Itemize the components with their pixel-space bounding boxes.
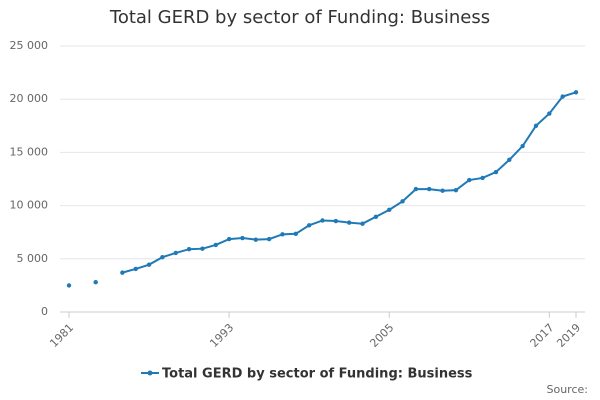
data-point xyxy=(93,280,98,285)
source: Source: xyxy=(547,383,589,396)
data-point xyxy=(293,231,299,236)
y-tick-label: 20 000 xyxy=(10,92,49,105)
data-point xyxy=(467,177,472,183)
x-tick-label: 1981 xyxy=(47,321,76,350)
data-point xyxy=(173,250,178,256)
data-point xyxy=(186,247,192,252)
y-tick-label: 5 000 xyxy=(17,252,49,265)
legend-dot xyxy=(147,370,153,376)
data-point xyxy=(306,223,312,228)
data-point xyxy=(520,143,525,149)
data-point xyxy=(560,94,565,99)
data-point xyxy=(480,175,485,181)
data-point xyxy=(213,242,218,248)
data-point xyxy=(573,90,579,95)
data-point xyxy=(440,188,445,193)
data-point xyxy=(346,220,352,225)
data-point xyxy=(493,169,499,175)
data-point xyxy=(533,123,539,128)
x-tick-label: 1993 xyxy=(207,321,236,350)
y-tick-label: 25 000 xyxy=(10,39,49,52)
data-point xyxy=(373,214,379,219)
y-tick-label: 15 000 xyxy=(10,145,49,158)
data-point xyxy=(400,199,405,204)
legend-label: Total GERD by sector of Funding: Busines… xyxy=(162,367,473,382)
data-point xyxy=(160,255,165,260)
data-point xyxy=(427,186,432,192)
data-point xyxy=(453,187,459,193)
data-point xyxy=(547,111,552,116)
data-point xyxy=(240,235,245,241)
x-tick-label: 2017 xyxy=(528,321,557,350)
data-point xyxy=(360,221,365,226)
chart-title: Total GERD by sector of Funding: Busines… xyxy=(109,7,490,28)
data-point xyxy=(146,262,152,267)
data-point xyxy=(133,266,138,272)
y-tick-label: 10 000 xyxy=(10,199,49,212)
data-point xyxy=(200,246,205,251)
data-point xyxy=(120,270,125,275)
x-tick-label: 2005 xyxy=(367,321,396,350)
data-point xyxy=(387,207,392,213)
data-point xyxy=(266,236,272,242)
x-tick-label: 2019 xyxy=(554,321,583,350)
data-point xyxy=(226,236,232,242)
data-point xyxy=(320,218,325,223)
data-point xyxy=(507,157,512,163)
y-tick-label: 0 xyxy=(41,305,48,318)
data-point xyxy=(66,283,72,288)
data-point xyxy=(413,186,419,192)
data-point xyxy=(280,232,285,237)
series-line xyxy=(122,91,577,274)
data-point xyxy=(333,218,339,224)
data-point xyxy=(253,237,258,242)
